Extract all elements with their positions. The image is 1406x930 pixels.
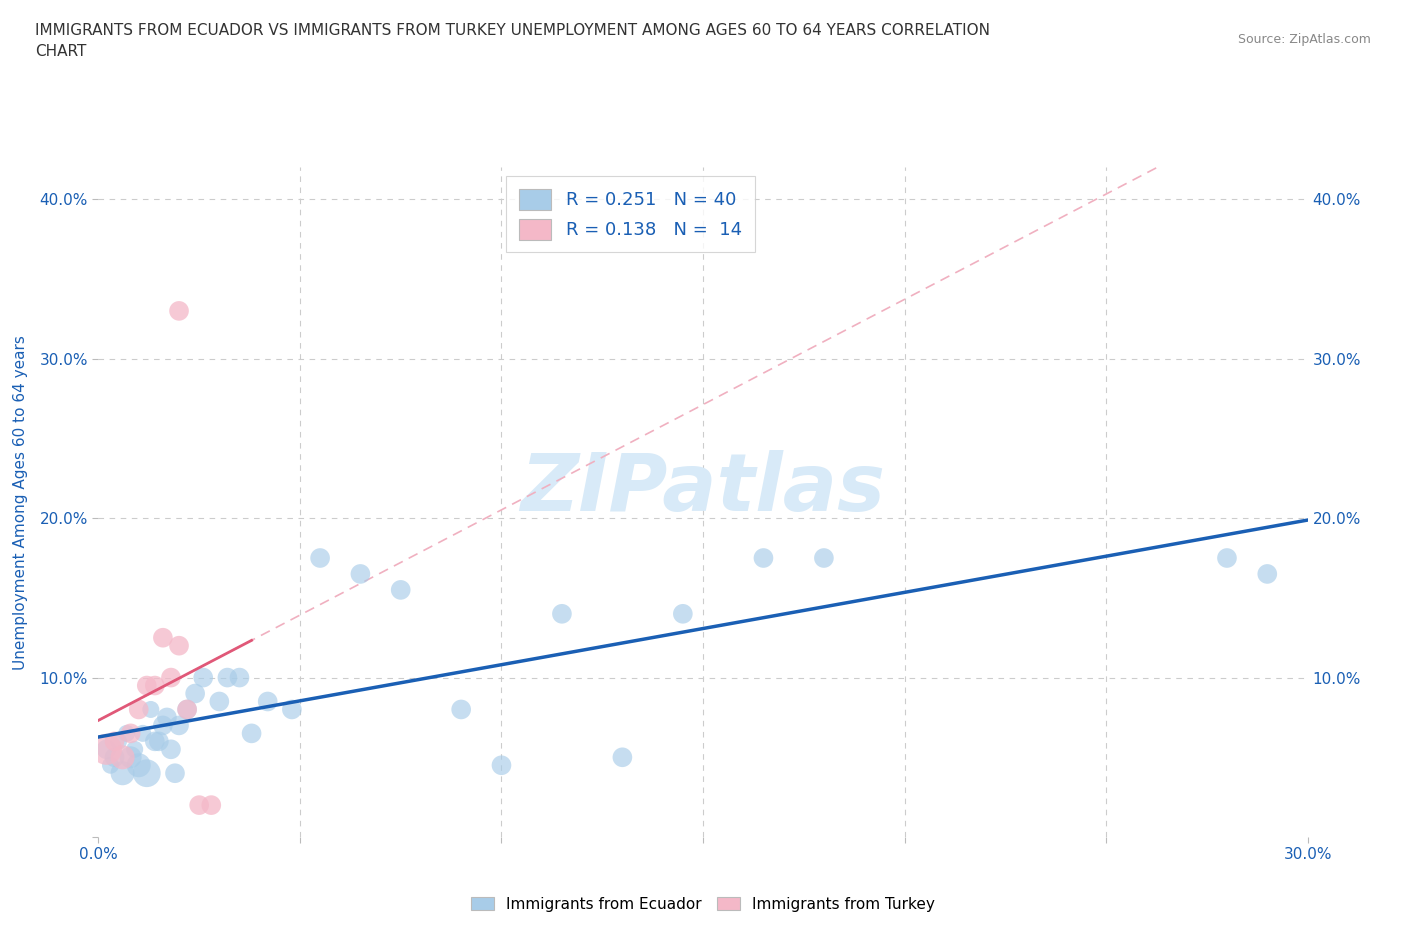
Point bbox=[135, 765, 157, 780]
Point bbox=[176, 702, 198, 717]
Point bbox=[176, 702, 198, 717]
Text: IMMIGRANTS FROM ECUADOR VS IMMIGRANTS FROM TURKEY UNEMPLOYMENT AMONG AGES 60 TO : IMMIGRANTS FROM ECUADOR VS IMMIGRANTS FR… bbox=[35, 23, 990, 60]
Point bbox=[672, 606, 695, 621]
Point bbox=[450, 702, 472, 717]
Text: Source: ZipAtlas.com: Source: ZipAtlas.com bbox=[1237, 33, 1371, 46]
Point bbox=[813, 551, 835, 565]
Point bbox=[1256, 566, 1278, 581]
Point bbox=[152, 631, 174, 645]
Point bbox=[163, 765, 186, 780]
Y-axis label: Unemployment Among Ages 60 to 64 years: Unemployment Among Ages 60 to 64 years bbox=[14, 335, 28, 670]
Point bbox=[167, 303, 190, 318]
Point bbox=[103, 750, 125, 764]
Point bbox=[309, 551, 332, 565]
Point bbox=[132, 726, 155, 741]
Point bbox=[96, 742, 118, 757]
Point bbox=[107, 734, 129, 749]
Point bbox=[160, 742, 183, 757]
Point bbox=[188, 798, 211, 813]
Point bbox=[143, 734, 166, 749]
Point bbox=[128, 702, 150, 717]
Point bbox=[148, 734, 170, 749]
Point bbox=[111, 750, 134, 764]
Text: ZIPatlas: ZIPatlas bbox=[520, 450, 886, 528]
Point bbox=[167, 718, 190, 733]
Point bbox=[349, 566, 371, 581]
Point bbox=[111, 765, 134, 780]
Point bbox=[1216, 551, 1239, 565]
Point bbox=[143, 678, 166, 693]
Point bbox=[152, 718, 174, 733]
Point bbox=[156, 710, 179, 724]
Point bbox=[240, 726, 263, 741]
Point bbox=[139, 702, 162, 717]
Legend: Immigrants from Ecuador, Immigrants from Turkey: Immigrants from Ecuador, Immigrants from… bbox=[465, 890, 941, 918]
Point bbox=[281, 702, 304, 717]
Point bbox=[124, 742, 146, 757]
Point bbox=[160, 671, 183, 685]
Point bbox=[128, 758, 150, 773]
Point bbox=[193, 671, 215, 685]
Point bbox=[200, 798, 222, 813]
Point bbox=[100, 758, 122, 773]
Point bbox=[115, 726, 138, 741]
Point bbox=[256, 694, 278, 709]
Point bbox=[228, 671, 250, 685]
Point bbox=[103, 734, 125, 749]
Point bbox=[208, 694, 231, 709]
Point bbox=[120, 726, 142, 741]
Point bbox=[184, 686, 207, 701]
Point bbox=[752, 551, 775, 565]
Point bbox=[120, 750, 142, 764]
Point bbox=[217, 671, 239, 685]
Point bbox=[389, 582, 412, 597]
Point bbox=[135, 678, 157, 693]
Point bbox=[551, 606, 574, 621]
Point bbox=[612, 750, 634, 764]
Point bbox=[96, 742, 118, 757]
Point bbox=[491, 758, 513, 773]
Legend: R = 0.251   N = 40, R = 0.138   N =  14: R = 0.251 N = 40, R = 0.138 N = 14 bbox=[506, 177, 755, 252]
Point bbox=[167, 638, 190, 653]
